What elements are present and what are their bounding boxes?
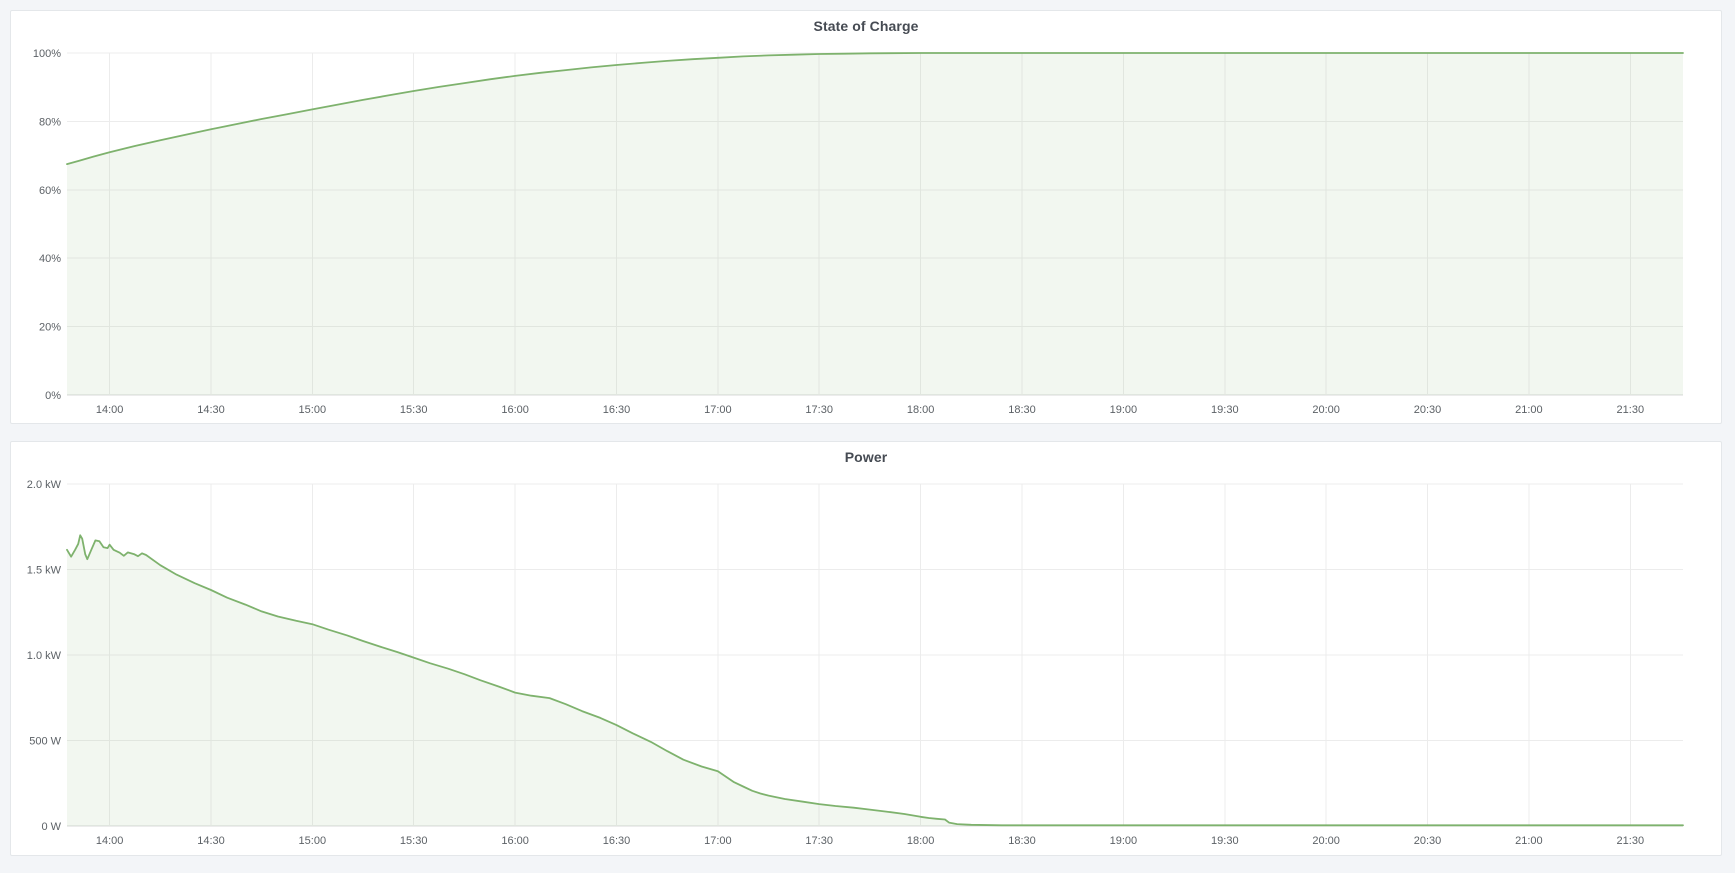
y-tick-label: 0 W	[41, 821, 61, 833]
x-tick-label: 17:30	[805, 404, 833, 416]
x-tick-label: 14:00	[96, 404, 124, 416]
x-tick-label: 16:00	[501, 404, 529, 416]
x-tick-label: 15:00	[299, 835, 327, 847]
x-tick-label: 18:00	[907, 835, 935, 847]
panel-title-state-of-charge[interactable]: State of Charge	[813, 18, 919, 34]
x-tick-label: 15:30	[400, 835, 428, 847]
x-tick-label: 19:30	[1211, 835, 1239, 847]
x-tick-label: 19:30	[1211, 404, 1239, 416]
x-tick-label: 20:00	[1312, 835, 1340, 847]
series-line	[66, 52, 1684, 165]
y-tick-label: 80%	[39, 116, 61, 128]
y-tick-label: 0%	[45, 390, 61, 402]
panel-state-of-charge: State of Charge 0% 20% 40% 60% 80% 100% 14:00 1…	[10, 10, 1722, 424]
state-of-charge-chart[interactable]: 0% 20% 40% 60% 80% 100% 14:00 14:30 15:00 15:30 16…	[11, 45, 1721, 423]
x-tick-label: 16:00	[501, 835, 529, 847]
x-tick-label: 14:30	[197, 835, 225, 847]
x-tick-label: 20:30	[1414, 404, 1442, 416]
series-area	[67, 535, 1683, 826]
y-tick-label: 1.0 kW	[27, 650, 62, 662]
x-tick-label: 21:00	[1515, 835, 1543, 847]
y-tick-label: 1.5 kW	[27, 565, 62, 577]
x-tick-label: 18:30	[1008, 835, 1036, 847]
y-tick-label: 500 W	[29, 736, 61, 748]
x-tick-label: 21:30	[1617, 835, 1645, 847]
x-tick-label: 17:00	[704, 835, 732, 847]
chart-svg: 0 W 500 W 1.0 kW 1.5 kW 2.0 kW 14:00 14:30 15:0…	[27, 479, 1684, 847]
panel-power: Power 0 W 500 W 1.0 kW 1.5 kW 2.0 kW 14:00 14:…	[10, 441, 1722, 856]
x-tick-label: 19:00	[1110, 404, 1138, 416]
x-tick-label: 20:00	[1312, 404, 1340, 416]
y-tick-label: 100%	[33, 48, 61, 60]
y-tick-label: 40%	[39, 253, 61, 265]
x-tick-label: 21:30	[1617, 404, 1645, 416]
y-tick-label: 20%	[39, 322, 61, 334]
chart-svg: 0% 20% 40% 60% 80% 100% 14:00 14:30 15:00 15:30 16…	[33, 48, 1684, 416]
x-tick-label: 15:00	[299, 404, 327, 416]
x-tick-label: 14:00	[96, 835, 124, 847]
x-tick-label: 17:30	[805, 835, 833, 847]
series-line	[66, 534, 1684, 827]
x-tick-label: 20:30	[1414, 835, 1442, 847]
series-area	[67, 53, 1683, 395]
x-tick-label: 21:00	[1515, 404, 1543, 416]
power-chart[interactable]: 0 W 500 W 1.0 kW 1.5 kW 2.0 kW 14:00 14:30 15:0…	[11, 476, 1721, 855]
x-tick-label: 19:00	[1110, 835, 1138, 847]
panel-title-power[interactable]: Power	[844, 449, 888, 465]
x-tick-label: 18:00	[907, 404, 935, 416]
y-tick-label: 60%	[39, 185, 61, 197]
x-tick-label: 17:00	[704, 404, 732, 416]
x-tick-label: 16:30	[603, 835, 631, 847]
y-tick-label: 2.0 kW	[27, 479, 62, 491]
x-tick-label: 14:30	[197, 404, 225, 416]
x-tick-label: 15:30	[400, 404, 428, 416]
x-tick-label: 16:30	[603, 404, 631, 416]
x-tick-label: 18:30	[1008, 404, 1036, 416]
